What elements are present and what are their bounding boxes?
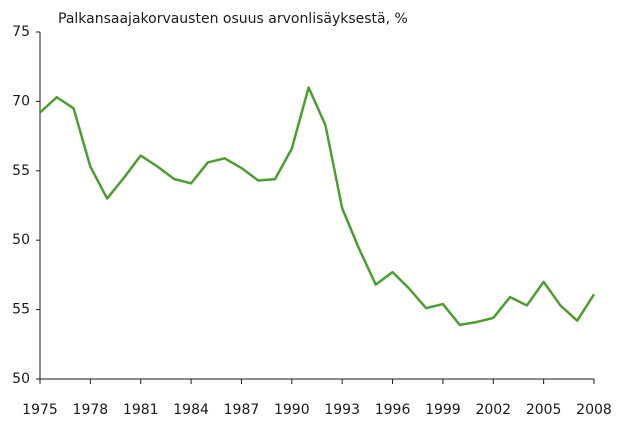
x-tick-label: 1984 bbox=[173, 402, 209, 418]
chart-title: Palkansaajakorvausten osuus arvonlisäyks… bbox=[58, 11, 408, 27]
x-tick-label: 1996 bbox=[375, 402, 411, 418]
x-tick-label: 2002 bbox=[475, 402, 511, 418]
x-tick-label: 1981 bbox=[123, 402, 159, 418]
x-tick-label: 1990 bbox=[274, 402, 310, 418]
y-tick-label: 50 bbox=[12, 371, 30, 387]
data-line bbox=[39, 86, 596, 327]
x-tick-label: 1993 bbox=[324, 402, 360, 418]
x-tick-label: 1975 bbox=[22, 402, 58, 418]
y-tick-label: 55 bbox=[12, 163, 30, 179]
x-tick-label: 1999 bbox=[425, 402, 461, 418]
x-tick-label: 2008 bbox=[576, 402, 612, 418]
x-tick-label: 1987 bbox=[224, 402, 260, 418]
x-tick-label: 1978 bbox=[73, 402, 109, 418]
y-tick-label: 55 bbox=[12, 302, 30, 318]
y-tick-label: 75 bbox=[12, 24, 30, 40]
y-tick-label: 50 bbox=[12, 232, 30, 248]
x-tick-label: 2005 bbox=[526, 402, 562, 418]
y-tick-label: 70 bbox=[12, 93, 30, 109]
